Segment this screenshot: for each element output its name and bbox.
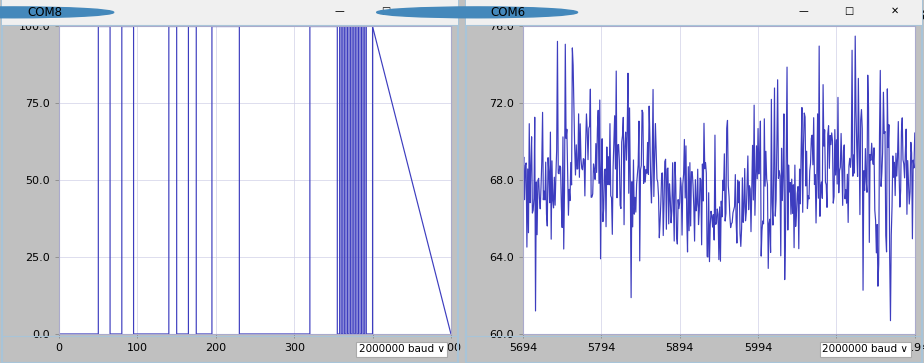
Text: ✕: ✕ (891, 6, 899, 16)
Circle shape (0, 7, 114, 18)
Text: COM8: COM8 (27, 6, 62, 19)
Text: ✕: ✕ (427, 6, 435, 16)
Text: 2000000 baud ∨: 2000000 baud ∨ (359, 344, 444, 354)
Text: □: □ (381, 6, 390, 16)
Text: 2000000 baud ∨: 2000000 baud ∨ (822, 344, 908, 354)
Title: A digital signal with only one of two values: A digital signal with only one of two va… (53, 5, 457, 24)
Text: —: — (334, 6, 345, 16)
Title: An analog signal with many different values: An analog signal with many different val… (512, 5, 924, 24)
Text: —: — (798, 6, 808, 16)
Circle shape (377, 7, 578, 18)
Text: □: □ (845, 6, 854, 16)
Text: COM6: COM6 (491, 6, 526, 19)
